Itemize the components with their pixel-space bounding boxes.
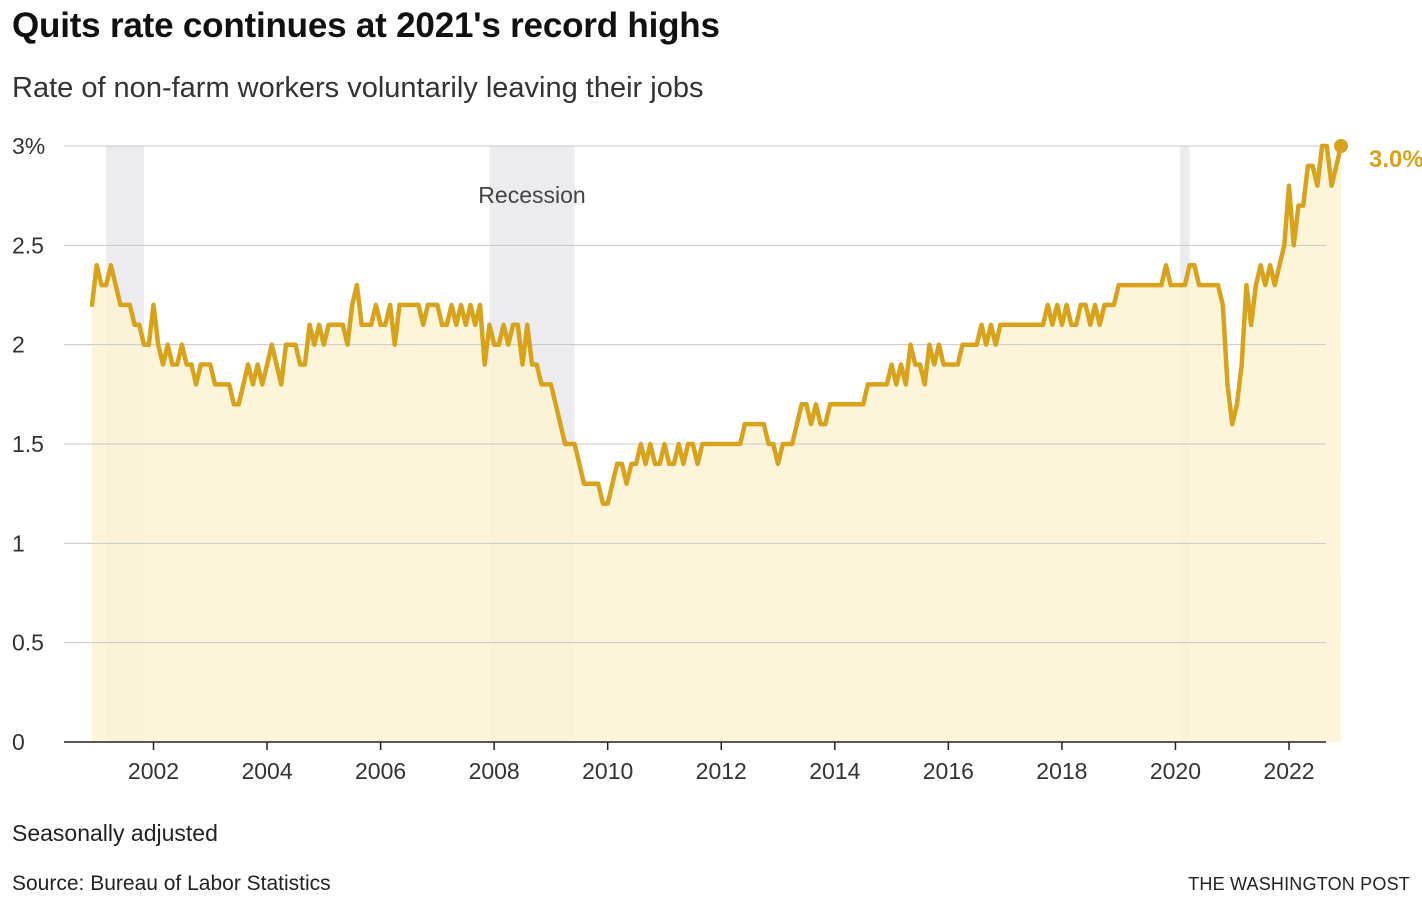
x-tick-label: 2006 [355, 758, 406, 784]
chart-title: Quits rate continues at 2021's record hi… [12, 6, 720, 45]
x-tick-label: 2010 [582, 758, 633, 784]
x-tick-label: 2016 [923, 758, 974, 784]
y-tick-label: 0.5 [12, 630, 44, 656]
end-value-label: 3.0% [1369, 146, 1422, 173]
x-tick-label: 2012 [696, 758, 747, 784]
x-tick-label: 2020 [1150, 758, 1201, 784]
y-tick-label: 0 [12, 729, 25, 755]
y-tick-label: 3% [12, 133, 45, 159]
seasonal-note: Seasonally adjusted [12, 820, 218, 846]
gridlines [64, 145, 1326, 644]
end-point-dot [1334, 139, 1349, 153]
series-line-group [89, 139, 1349, 506]
y-tick-label: 1 [12, 530, 25, 556]
chart-subtitle: Rate of non-farm workers voluntarily lea… [12, 72, 704, 104]
y-tick-label: 1.5 [12, 431, 44, 457]
series-line [89, 143, 1344, 506]
annotations: 3.0% Recession [478, 146, 1422, 208]
x-tick-label: 2008 [469, 758, 520, 784]
recession-label: Recession [478, 182, 585, 208]
x-tick-label: 2004 [241, 758, 292, 784]
x-tick-label: 2018 [1036, 758, 1087, 784]
y-tick-label: 2.5 [12, 232, 44, 258]
source-text: Source: Bureau of Labor Statistics [12, 872, 331, 895]
x-tick-label: 2022 [1263, 758, 1314, 784]
x-tick-label: 2014 [809, 758, 860, 784]
axes: 0 0.5 1 1.5 2 2.5 3% 2002 2004 2006 2008 2010 2012 20… [12, 133, 1326, 784]
y-tick-label: 2 [12, 332, 25, 358]
publisher-credit: THE WASHINGTON POST [1188, 874, 1410, 894]
x-tick-label: 2002 [128, 758, 179, 784]
